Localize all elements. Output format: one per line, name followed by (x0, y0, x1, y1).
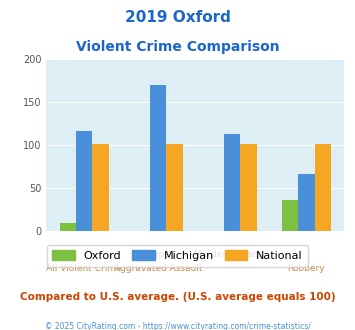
Bar (92, 144, 109, 231)
Bar (224, 134, 240, 231)
Bar (60, 223, 76, 231)
Text: Rape: Rape (147, 250, 170, 259)
Bar (76, 131, 92, 231)
Legend: Oxford, Michigan, National: Oxford, Michigan, National (47, 245, 308, 267)
Text: Compared to U.S. average. (U.S. average equals 100): Compared to U.S. average. (U.S. average … (20, 292, 335, 302)
Bar (240, 144, 257, 231)
Text: Violent Crime Comparison: Violent Crime Comparison (76, 40, 279, 53)
Bar (282, 200, 298, 231)
Bar (166, 144, 183, 231)
Text: Robbery: Robbery (288, 264, 325, 273)
Text: 2019 Oxford: 2019 Oxford (125, 10, 230, 25)
Text: Aggravated Assault: Aggravated Assault (114, 264, 202, 273)
Text: Murder & Mans...: Murder & Mans... (193, 250, 271, 259)
Text: © 2025 CityRating.com - https://www.cityrating.com/crime-statistics/: © 2025 CityRating.com - https://www.city… (45, 322, 310, 330)
Text: All Violent Crime: All Violent Crime (46, 264, 122, 273)
Bar (315, 144, 331, 231)
Bar (150, 85, 166, 231)
Bar (298, 174, 315, 231)
